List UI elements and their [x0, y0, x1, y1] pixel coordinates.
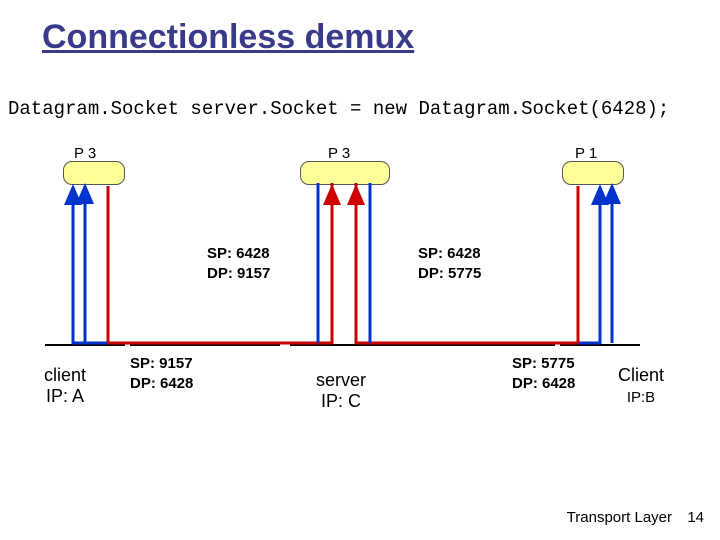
diagram-svg	[0, 0, 720, 540]
